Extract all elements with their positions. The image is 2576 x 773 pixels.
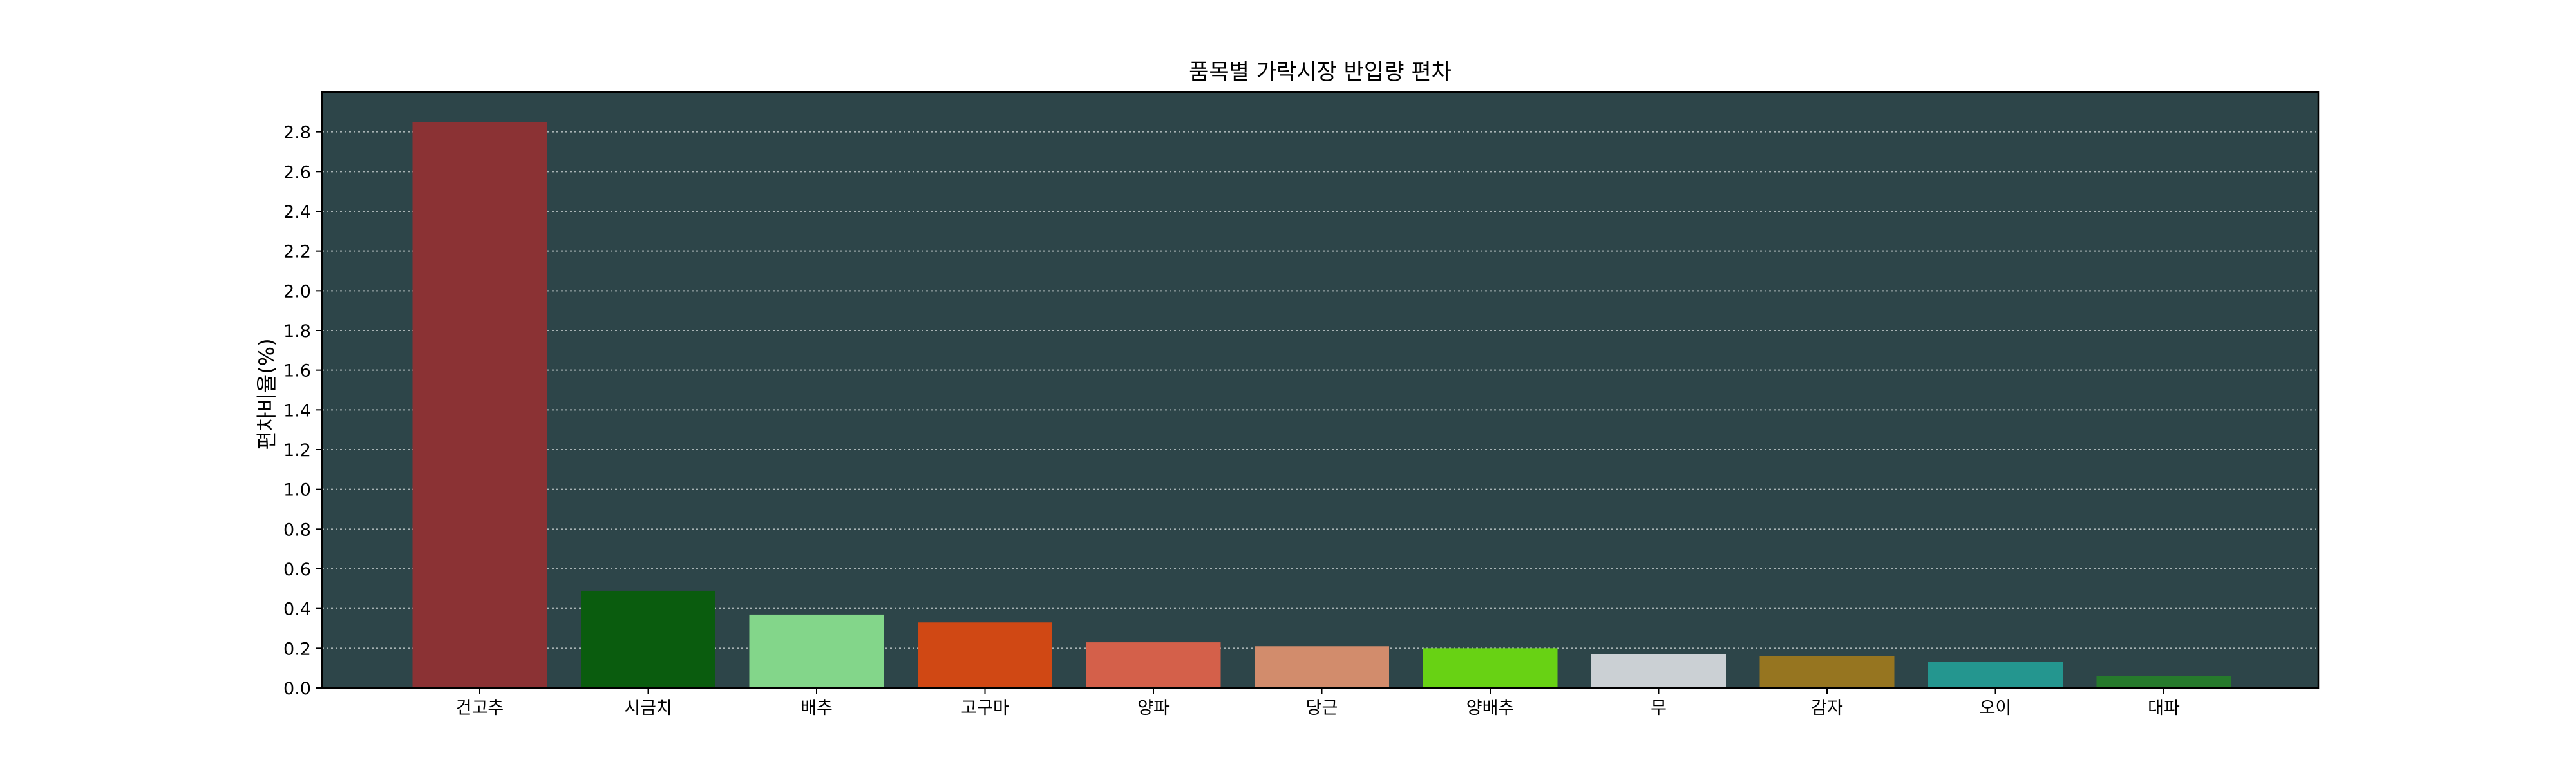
bar-7: [1423, 648, 1558, 688]
bar-2: [581, 590, 715, 688]
bar-3: [749, 614, 884, 688]
bar-10: [1928, 662, 2063, 688]
plot-area: 0.0 0.2 0.4 0.6 0.8 1.0 1.2 1.4 1.6 1.8 2.0 2.2 2.4 2…: [283, 91, 2320, 718]
y-tick-label: 0.0: [283, 679, 311, 699]
y-tick-label: 1.4: [283, 401, 311, 421]
y-tick-label: 2.0: [283, 282, 311, 301]
bar-1: [412, 122, 547, 688]
chart-title: 품목별 가락시장 반입량 편차: [1189, 59, 1452, 85]
y-tick-label: 2.4: [283, 202, 311, 222]
y-tick-label: 0.6: [283, 560, 311, 580]
x-tick-label: 당근: [1306, 698, 1338, 718]
bar-8: [1591, 654, 1726, 688]
bar-11: [2096, 676, 2231, 688]
y-tick-label: 1.6: [283, 361, 311, 381]
y-tick-label: 1.0: [283, 481, 311, 501]
plot-frame: [321, 91, 2320, 689]
x-tick-label: 시금치: [624, 698, 672, 718]
bar-6: [1255, 646, 1389, 688]
y-tick-label: 0.8: [283, 520, 311, 540]
bar-4: [918, 622, 1052, 688]
x-tick-label: 감자: [1811, 698, 1843, 718]
x-tick-label: 배추: [800, 698, 833, 718]
y-tick-label: 2.2: [283, 242, 311, 262]
y-tick-label: 2.8: [283, 123, 311, 143]
y-tick-label: 0.4: [283, 600, 311, 620]
x-tick-label: 대파: [2148, 698, 2180, 718]
y-tick-label: 1.2: [283, 441, 311, 461]
y-axis-label: 편차비율(%): [254, 338, 279, 450]
x-tick-label: 건고추: [456, 698, 504, 718]
bar-5: [1086, 642, 1221, 688]
x-tick-label: 양파: [1137, 698, 1170, 718]
y-tick-label: 1.8: [283, 321, 311, 341]
bar-9: [1759, 656, 1895, 688]
x-tick-label: 양배추: [1466, 698, 1515, 718]
x-tick-label: 무: [1651, 698, 1667, 718]
y-tick-label: 0.2: [283, 639, 311, 659]
x-tick-label: 고구마: [961, 698, 1009, 718]
plot-background: [322, 92, 2318, 688]
y-tick-label: 2.6: [283, 162, 311, 182]
x-tick-label: 오이: [1980, 698, 2012, 718]
